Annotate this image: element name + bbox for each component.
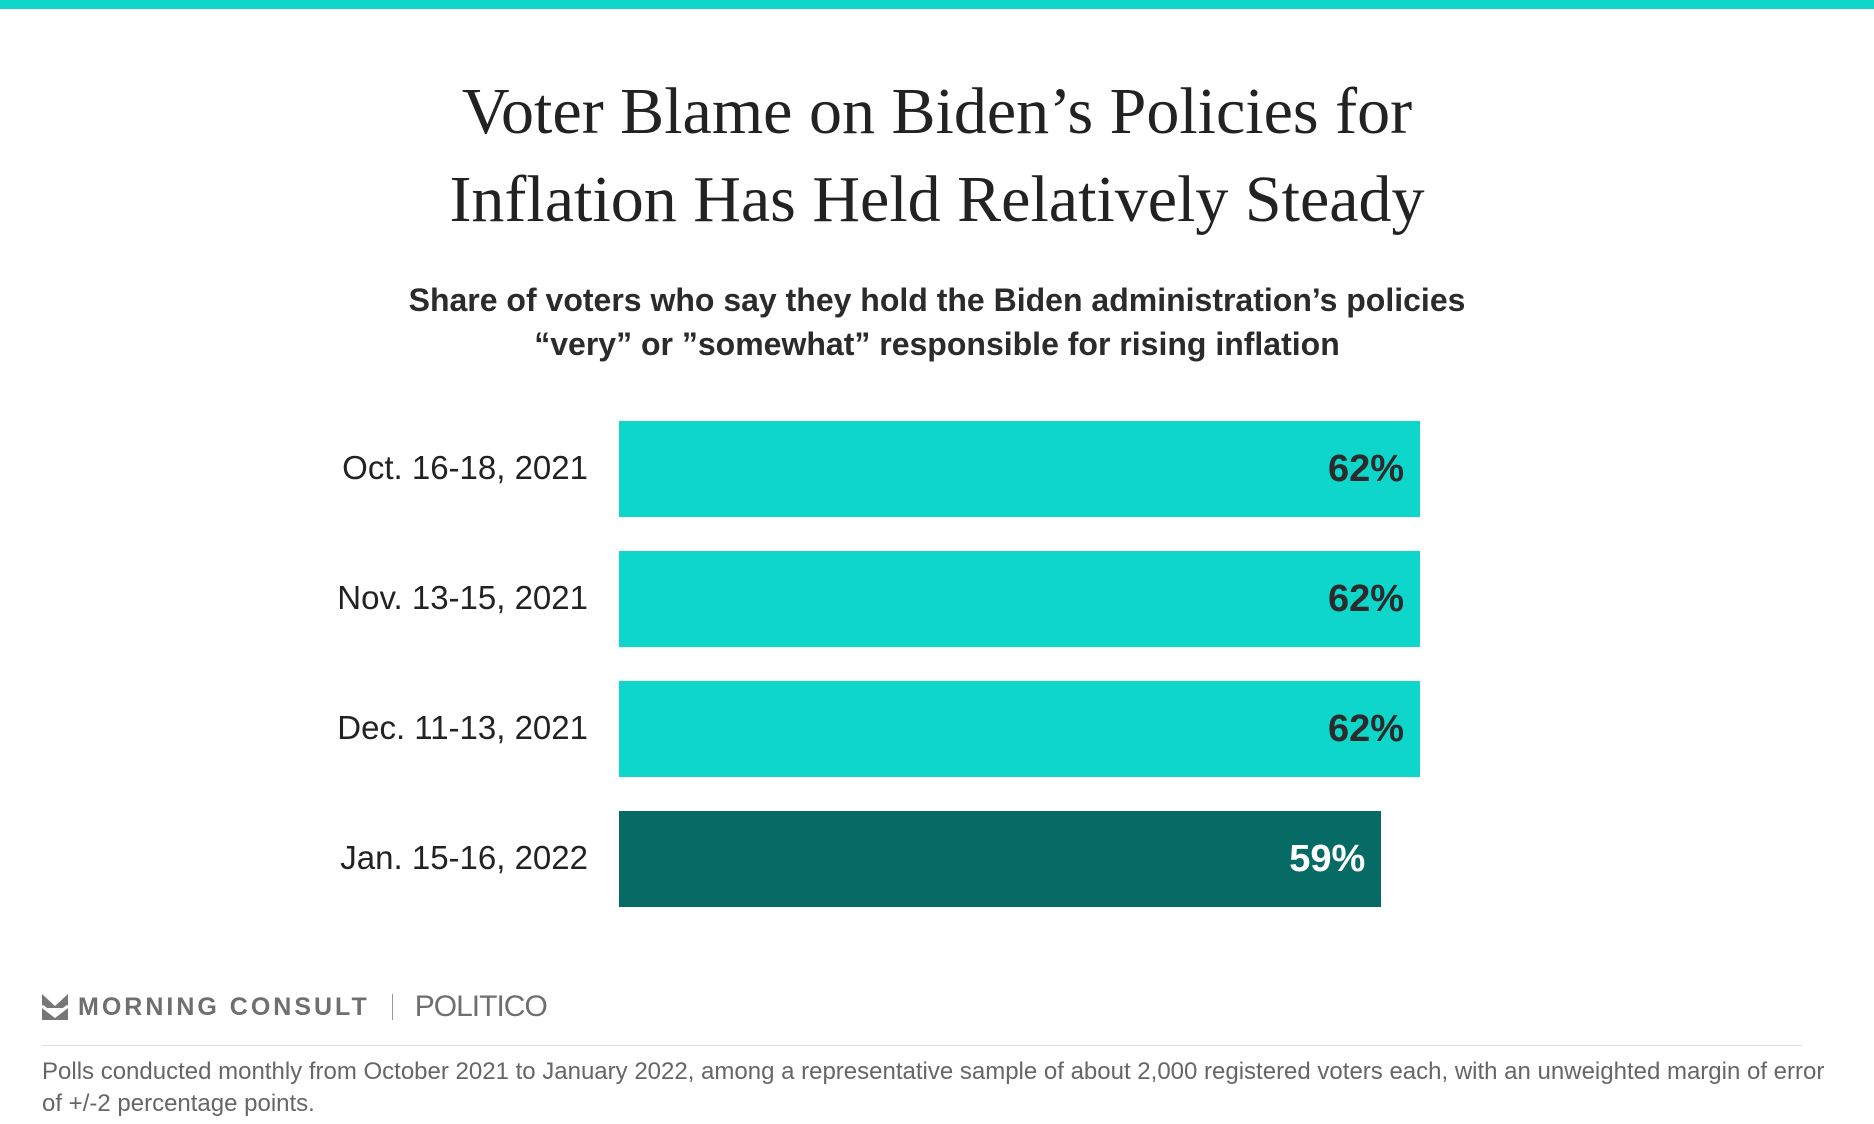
politico-wordmark: POLITICO xyxy=(414,990,548,1023)
logo-separator xyxy=(391,994,393,1020)
chart-title: Voter Blame on Biden’s Policies for Infla… xyxy=(0,68,1874,244)
bar xyxy=(619,681,1421,777)
bar xyxy=(619,811,1382,907)
title-line-1: Voter Blame on Biden’s Policies for xyxy=(461,75,1413,148)
bar xyxy=(619,551,1421,647)
category-label: Jan. 15-16, 2022 xyxy=(340,839,588,876)
footer-divider xyxy=(42,1045,1802,1046)
category-label: Oct. 16-18, 2021 xyxy=(342,449,588,486)
brand-logos: MORNING CONSULT POLITICO xyxy=(42,990,548,1024)
data-label: 62% xyxy=(1327,578,1405,620)
category-label: Nov. 13-15, 2021 xyxy=(337,579,588,616)
data-label: 62% xyxy=(1327,708,1405,750)
data-label: 59% xyxy=(1289,838,1366,880)
morning-consult-wordmark: MORNING CONSULT xyxy=(78,992,370,1021)
methodology-note: Polls conducted monthly from October 202… xyxy=(42,1058,1825,1117)
title-line-2: Inflation Has Held Relatively Steady xyxy=(449,163,1425,236)
data-label: 62% xyxy=(1327,448,1405,490)
bar xyxy=(619,421,1421,517)
morning-consult-logo-icon xyxy=(42,994,68,1020)
subtitle-line-2: “very” or ”somewhat” responsible for ris… xyxy=(534,326,1340,362)
chart-subtitle: Share of voters who say they hold the Bi… xyxy=(0,278,1874,366)
subtitle-line-1: Share of voters who say they hold the Bi… xyxy=(408,282,1466,318)
category-label: Dec. 11-13, 2021 xyxy=(337,709,588,746)
accent-bar xyxy=(0,0,1874,9)
